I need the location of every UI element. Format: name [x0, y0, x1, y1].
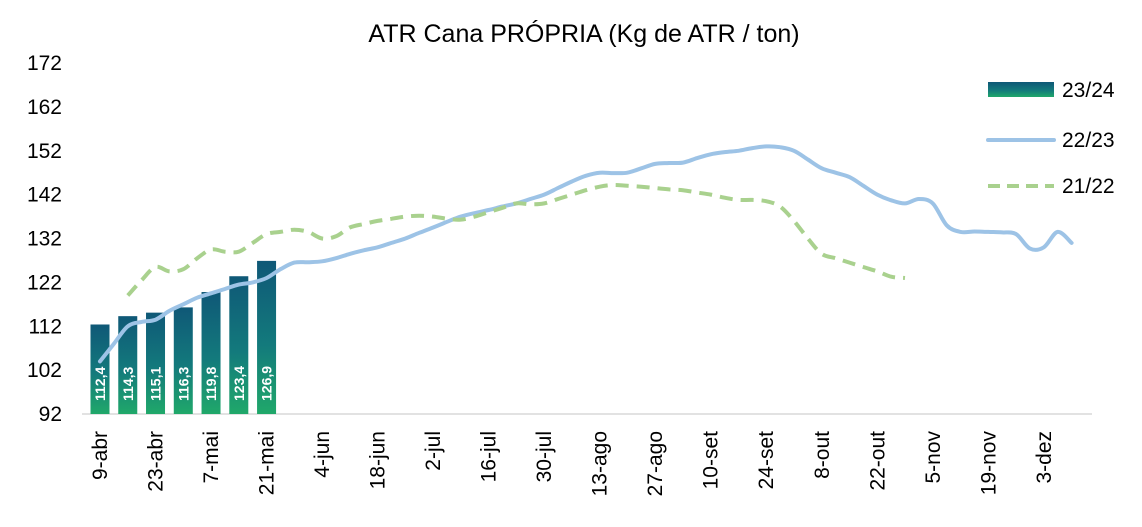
- x-tick-label: 2-jul: [422, 431, 445, 471]
- x-tick-label: 5-nov: [922, 431, 945, 484]
- y-tick-label: 172: [27, 52, 62, 75]
- y-tick-label: 92: [39, 403, 62, 426]
- y-tick-label: 102: [27, 359, 62, 382]
- legend: 23/24 22/23 21/22: [986, 79, 1115, 198]
- y-tick-label: 112: [29, 315, 62, 338]
- line-series-22-23: [98, 144, 1074, 364]
- bar-data-label: 116,3: [175, 367, 191, 401]
- x-tick-label: 19-nov: [977, 431, 1000, 496]
- line-series-21-22: [126, 182, 906, 297]
- bar-23-24: [173, 307, 193, 414]
- y-tick-label: 132: [27, 228, 62, 251]
- x-tick-label: 9-abr: [89, 431, 112, 480]
- x-tick-label: 30-jul: [533, 431, 556, 482]
- bar-23-24: [146, 312, 166, 414]
- legend-label: 21/22: [1062, 175, 1115, 198]
- chart-title: ATR Cana PRÓPRIA (Kg de ATR / ton): [368, 19, 799, 48]
- x-tick-label: 18-jun: [367, 431, 390, 489]
- x-tick-label: 23-abr: [145, 431, 168, 492]
- bar-data-label: 114,3: [120, 367, 136, 401]
- x-tick-label: 21-mai: [256, 431, 279, 495]
- y-tick-label: 162: [27, 96, 62, 119]
- legend-swatch-bar: [988, 82, 1054, 97]
- x-tick-label: 13-ago: [589, 431, 612, 496]
- x-tick-label: 8-out: [811, 431, 834, 479]
- bar-23-24: [118, 316, 138, 414]
- y-tick-label: 122: [27, 271, 62, 294]
- x-tick-label: 27-ago: [644, 431, 667, 496]
- bar-series-23-24: 112,4 114,3 115,1 116,3 119,8 123,4 126,9: [90, 260, 277, 414]
- bar-23-24: [257, 260, 277, 414]
- x-axis: 9-abr 23-abr 7-mai 21-mai 4-jun 18-jun 2-jul 16…: [82, 413, 1092, 496]
- bar-data-label: 126,9: [259, 366, 275, 401]
- y-tick-label: 142: [27, 184, 62, 207]
- bar-data-label: 123,4: [231, 366, 247, 401]
- x-tick-label: 22-out: [866, 431, 889, 491]
- x-tick-label: 24-set: [755, 431, 778, 490]
- x-tick-label: 10-set: [700, 431, 723, 490]
- x-tick-label: 3-dez: [1033, 431, 1056, 484]
- legend-label: 22/23: [1062, 129, 1115, 152]
- y-tick-label: 152: [27, 140, 62, 163]
- bar-23-24: [201, 292, 221, 414]
- line-series: [98, 144, 1074, 364]
- bar-data-label: 119,8: [203, 367, 219, 401]
- bar-23-24: [90, 324, 110, 414]
- bar-23-24: [229, 276, 249, 414]
- legend-label: 23/24: [1062, 79, 1115, 102]
- y-axis: 92 102 112 122 132 142 152 162 172: [27, 52, 62, 426]
- bar-data-label: 112,4: [92, 367, 108, 401]
- x-tick-label: 4-jun: [311, 431, 334, 478]
- x-tick-label: 7-mai: [200, 431, 223, 484]
- x-tick-label: 16-jul: [478, 431, 501, 482]
- bar-data-label: 115,1: [148, 367, 164, 401]
